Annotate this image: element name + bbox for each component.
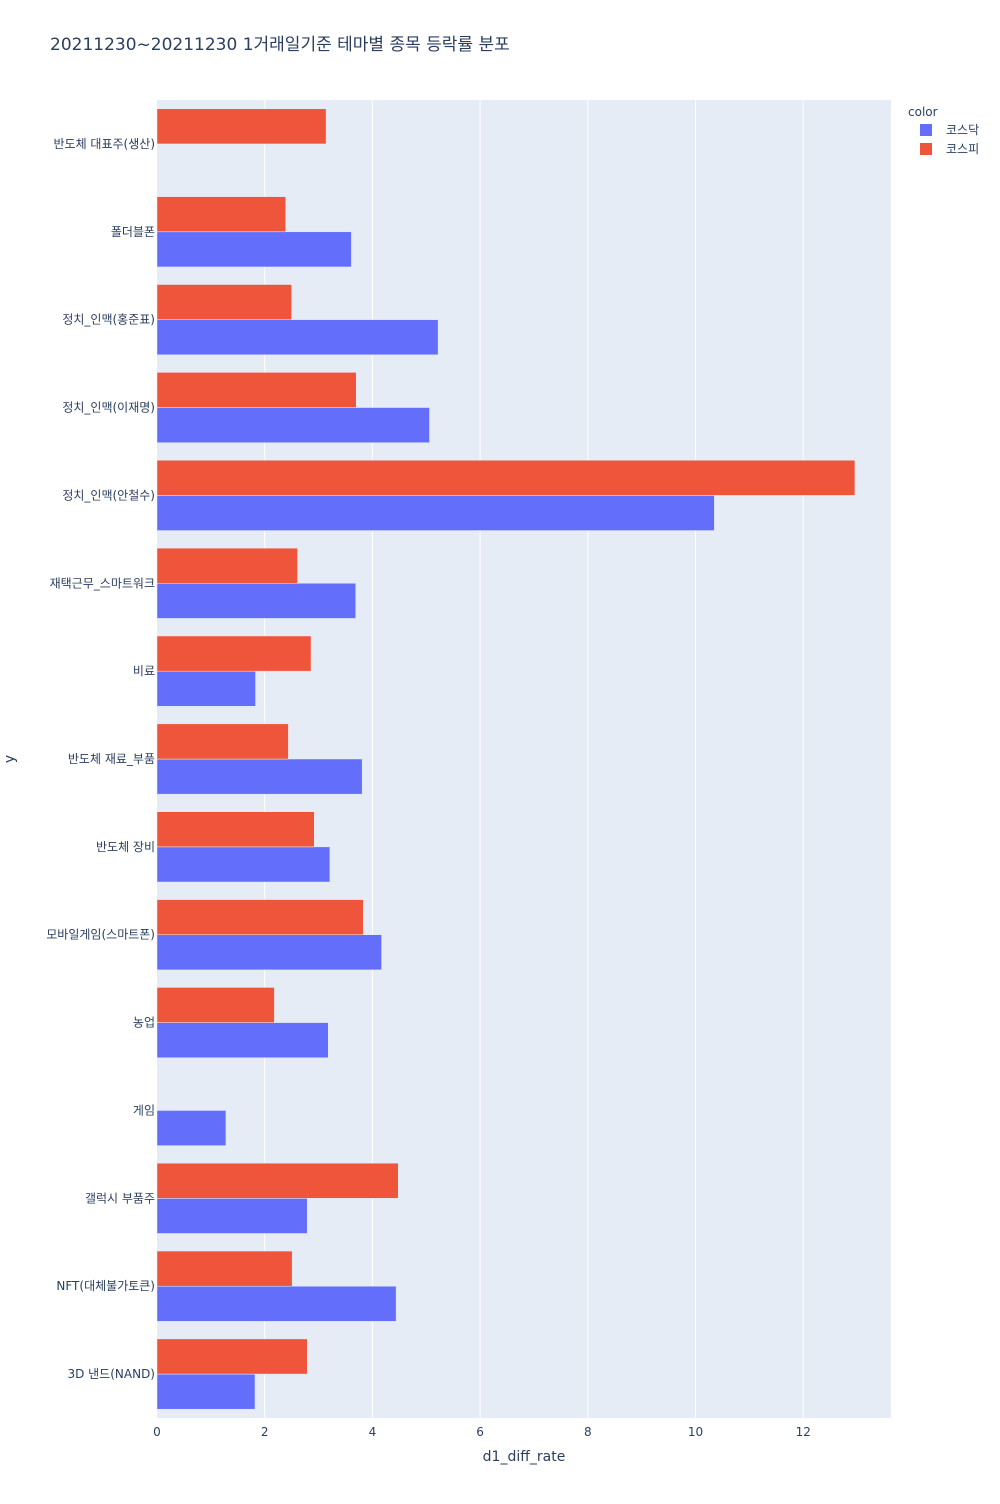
y-tick-label: 게임 [133,1103,155,1117]
bar-kosdaq[interactable] [156,758,363,795]
bar-kospi[interactable] [156,460,856,496]
legend-swatch-kosdaq [920,124,932,136]
bar-kosdaq[interactable] [156,495,715,531]
bar-kospi[interactable] [156,196,286,233]
bar-kospi[interactable] [156,1162,399,1199]
bar-kospi[interactable] [156,1250,293,1287]
x-tick-labels: 0 2 4 6 8 10 12 [153,1425,811,1439]
y-tick-label: NFT(대체불가토큰) [56,1279,155,1293]
bar-kospi[interactable] [156,723,289,760]
x-tick-label: 12 [796,1425,811,1439]
y-tick-label: 정치_인맥(이재명) [62,401,155,415]
bar-kosdaq[interactable] [156,583,356,619]
legend: color 코스닥 코스피 [908,105,979,156]
x-tick-label: 6 [476,1425,484,1439]
bar-kosdaq[interactable] [156,407,430,443]
y-axis-label: y [2,755,18,763]
y-tick-label: 폴더블폰 [111,225,155,239]
y-tick-label: 비료 [133,664,155,678]
y-tick-label: 반도체 재료_부품 [68,752,155,766]
x-tick-label: 8 [584,1425,592,1439]
bar-kospi[interactable] [156,284,292,320]
bar-kosdaq[interactable] [156,319,439,356]
y-tick-label: 반도체 장비 [96,840,155,854]
x-axis-label: d1_diff_rate [483,1449,566,1465]
legend-item-kospi[interactable]: 코스피 [920,142,979,156]
bar-kosdaq[interactable] [156,231,352,268]
bar-kosdaq[interactable] [156,1373,256,1410]
chart-title: 20211230~20211230 1거래일기준 테마별 종목 등락률 분포 [50,35,510,55]
bar-kospi[interactable] [156,987,275,1023]
bar-kospi[interactable] [156,1338,308,1375]
bar-kosdaq[interactable] [156,934,382,971]
bar-kospi[interactable] [156,372,357,408]
x-tick-label: 4 [369,1425,377,1439]
bar-kospi[interactable] [156,547,298,584]
bars [156,108,856,1410]
x-tick-label: 10 [688,1425,703,1439]
bar-kosdaq[interactable] [156,1285,397,1322]
bar-kosdaq[interactable] [156,1110,227,1146]
x-tick-label: 2 [261,1425,269,1439]
legend-label-kosdaq: 코스닥 [946,123,979,137]
bar-kosdaq[interactable] [156,1022,329,1058]
y-tick-label: 농업 [133,1016,155,1030]
bar-kospi[interactable] [156,899,364,935]
y-tick-label: 정치_인맥(홍준표) [62,313,155,327]
bar-kosdaq[interactable] [156,846,331,883]
legend-title: color [908,105,938,119]
y-tick-label: 모바일게임(스마트폰) [46,928,155,942]
bar-kosdaq[interactable] [156,670,256,707]
y-tick-label: 3D 낸드(NAND) [67,1367,155,1381]
y-tick-label: 갤럭시 부품주 [85,1191,155,1205]
bar-kospi[interactable] [156,811,315,848]
legend-swatch-kospi [920,143,932,155]
bar-kospi[interactable] [156,635,312,672]
y-tick-label: 반도체 대표주(생산) [54,137,156,151]
legend-item-kosdaq[interactable]: 코스닥 [920,123,979,137]
y-tick-label: 재택근무_스마트워크 [50,576,155,590]
x-tick-label: 0 [153,1425,161,1439]
y-tick-label: 정치_인맥(안철수) [62,488,155,502]
bar-kospi[interactable] [156,108,327,145]
bar-kosdaq[interactable] [156,1198,308,1234]
legend-label-kospi: 코스피 [946,142,979,156]
